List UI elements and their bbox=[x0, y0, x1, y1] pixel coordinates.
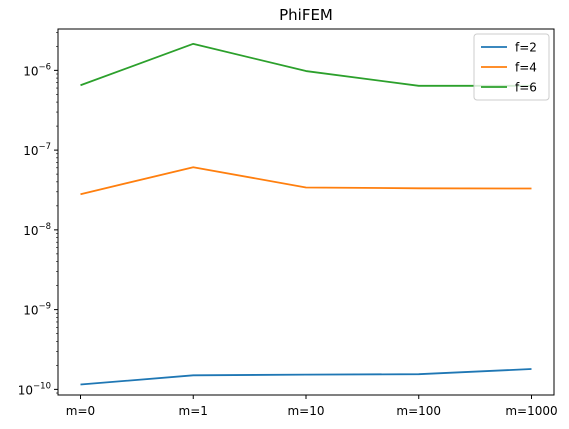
legend-label: f=2 bbox=[515, 41, 537, 55]
series-line-f=4 bbox=[80, 166, 532, 196]
chart-title: PhiFEM bbox=[279, 6, 333, 24]
series-line-f=2 bbox=[80, 368, 532, 386]
axes-layer: m=0 m=1 m=10 m=100 m=1000 10−10 10−9 10−8 10−7 10… bbox=[18, 28, 558, 418]
legend: f=2 f=4 f=6 bbox=[473, 33, 550, 101]
legend-label: f=4 bbox=[515, 61, 537, 75]
x-tick-label: m=1 bbox=[179, 404, 208, 418]
x-tick-label: m=1000 bbox=[505, 404, 557, 418]
y-tick-label: 10−9 bbox=[23, 302, 51, 318]
y-tick-label: 10−10 bbox=[18, 381, 51, 397]
x-tick-label: m=100 bbox=[396, 404, 441, 418]
x-tick-label: m=0 bbox=[66, 404, 95, 418]
y-tick-label: 10−6 bbox=[23, 62, 51, 78]
y-tick-label: 10−8 bbox=[23, 222, 51, 238]
x-tick-label: m=10 bbox=[287, 404, 324, 418]
y-tick-label: 10−7 bbox=[23, 142, 51, 158]
legend-label: f=6 bbox=[515, 81, 537, 95]
series-line-f=6 bbox=[80, 42, 532, 87]
legend-box bbox=[473, 33, 550, 101]
series-layer bbox=[80, 42, 532, 386]
